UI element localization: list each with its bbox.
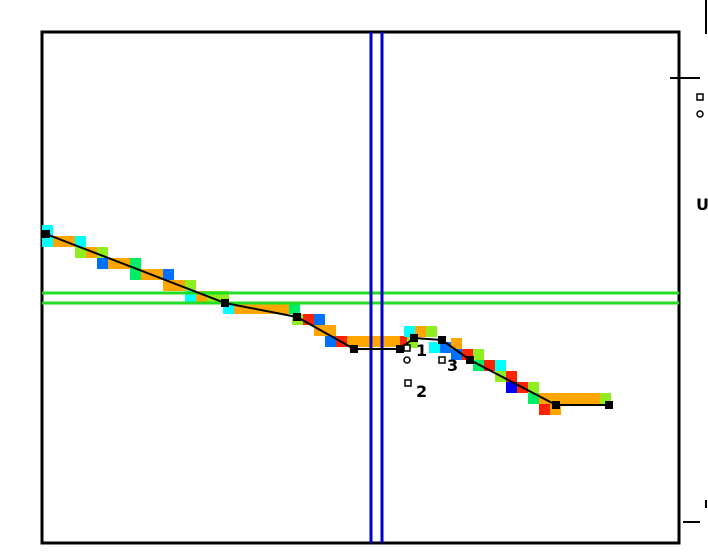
trace-vertex[interactable] bbox=[396, 345, 404, 353]
color-cell bbox=[108, 258, 119, 269]
color-cell bbox=[163, 269, 174, 280]
right-panel-circle-icon bbox=[696, 110, 704, 118]
color-cell bbox=[75, 247, 86, 258]
color-cell bbox=[97, 247, 108, 258]
color-cell bbox=[369, 336, 380, 347]
trace-vertex[interactable] bbox=[221, 299, 229, 307]
marker-3-box[interactable] bbox=[438, 356, 446, 364]
color-cell bbox=[314, 314, 325, 325]
color-cell bbox=[484, 360, 495, 371]
color-cell bbox=[506, 382, 517, 393]
trace-vertex[interactable] bbox=[410, 334, 418, 342]
color-cell bbox=[303, 314, 314, 325]
color-cell bbox=[256, 303, 267, 314]
color-cell bbox=[278, 303, 289, 314]
color-cell bbox=[550, 404, 561, 415]
color-cell bbox=[462, 349, 473, 360]
trace-vertex[interactable] bbox=[552, 401, 560, 409]
color-cell bbox=[207, 291, 218, 302]
color-cell bbox=[400, 336, 411, 347]
trace-vertex[interactable] bbox=[466, 356, 474, 364]
color-cell bbox=[289, 303, 300, 314]
color-cell bbox=[473, 349, 484, 360]
plot-frame bbox=[40, 30, 681, 545]
color-cell bbox=[407, 337, 418, 348]
color-cell bbox=[600, 393, 611, 404]
trace-vertex[interactable] bbox=[438, 336, 446, 344]
trace-vertex[interactable] bbox=[293, 313, 301, 321]
marker-1-circle[interactable] bbox=[403, 356, 411, 364]
trace-vertex[interactable] bbox=[605, 401, 613, 409]
color-cell bbox=[75, 236, 86, 247]
color-cell bbox=[163, 280, 174, 291]
trace-vertices bbox=[42, 230, 613, 409]
color-cell bbox=[440, 342, 451, 353]
marker-3-label: 3 bbox=[447, 356, 458, 375]
color-cell bbox=[572, 393, 583, 404]
color-cell bbox=[223, 303, 234, 314]
right-panel-square-icon bbox=[696, 93, 704, 101]
marker-2-box[interactable] bbox=[404, 379, 412, 387]
trace-vertex[interactable] bbox=[42, 230, 50, 238]
color-cell bbox=[141, 269, 152, 280]
color-cell bbox=[347, 336, 358, 347]
color-cell bbox=[325, 336, 336, 347]
color-cell bbox=[415, 326, 426, 337]
color-cell bbox=[429, 342, 440, 353]
color-cell bbox=[152, 269, 163, 280]
color-cell bbox=[404, 326, 415, 337]
color-cell bbox=[451, 349, 462, 360]
marker-1-box[interactable] bbox=[403, 344, 411, 352]
color-cell bbox=[53, 236, 64, 247]
color-cell bbox=[594, 393, 605, 404]
color-cell bbox=[391, 336, 402, 347]
color-cell bbox=[506, 371, 517, 382]
color-cell bbox=[64, 236, 75, 247]
color-cell bbox=[130, 258, 141, 269]
color-cell bbox=[325, 325, 336, 336]
color-cell bbox=[583, 393, 594, 404]
colored-cell-strip bbox=[42, 225, 611, 415]
color-cell bbox=[185, 280, 196, 291]
color-cell bbox=[495, 360, 506, 371]
trace-polyline bbox=[45, 233, 609, 406]
color-cell bbox=[234, 303, 245, 314]
color-cell bbox=[358, 336, 369, 347]
right-panel-axis-letter: U bbox=[696, 195, 708, 214]
trace-vertex[interactable] bbox=[350, 345, 358, 353]
color-cell bbox=[539, 404, 550, 415]
color-cell bbox=[218, 291, 229, 302]
color-cell bbox=[550, 393, 561, 404]
color-cell bbox=[380, 336, 391, 347]
color-cell bbox=[97, 258, 108, 269]
color-cell bbox=[185, 291, 196, 302]
color-cell bbox=[528, 393, 539, 404]
color-cell bbox=[451, 338, 462, 349]
color-cell bbox=[196, 291, 207, 302]
color-cell bbox=[42, 236, 53, 247]
marker-2-label: 2 bbox=[416, 382, 427, 401]
color-cell bbox=[130, 269, 141, 280]
color-cell bbox=[528, 382, 539, 393]
color-cell bbox=[426, 326, 437, 337]
color-cell bbox=[561, 393, 572, 404]
color-cell bbox=[267, 303, 278, 314]
marker-1-label: 1 bbox=[416, 341, 427, 360]
